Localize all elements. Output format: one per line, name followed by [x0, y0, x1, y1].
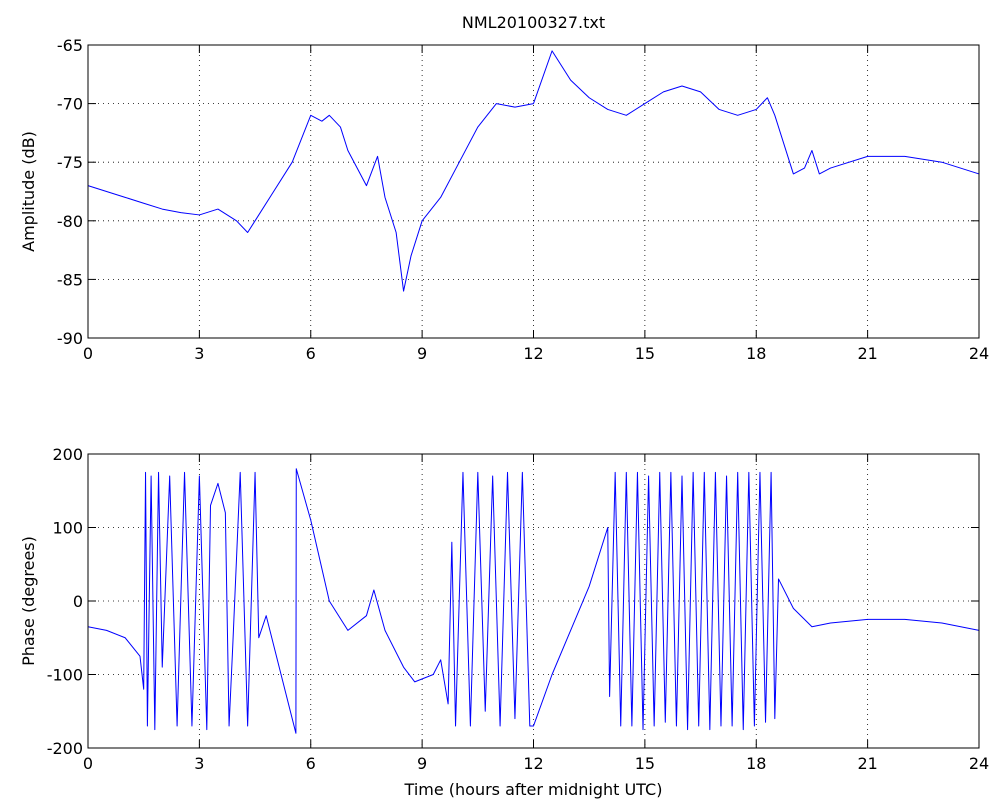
y-tick-label: 200	[52, 445, 83, 464]
y-tick-label: -65	[57, 36, 83, 55]
y-tick-label: -200	[47, 739, 83, 758]
x-tick-label: 24	[969, 754, 989, 773]
data-line	[87, 468, 980, 734]
x-tick-label: 21	[857, 754, 877, 773]
x-tick-label: 18	[746, 344, 766, 363]
x-tick-label: 21	[857, 344, 877, 363]
x-tick-label: 3	[194, 344, 204, 363]
x-tick-label: 9	[417, 344, 427, 363]
x-tick-label: 6	[306, 344, 316, 363]
axes-frame	[87, 453, 980, 749]
x-tick-label: 18	[746, 754, 766, 773]
x-tick-label: 6	[306, 754, 316, 773]
x-tick-label: 0	[83, 754, 93, 773]
x-tick-label: 12	[523, 344, 543, 363]
plot-area	[88, 45, 979, 338]
x-tick-label: 15	[635, 754, 655, 773]
x-tick-label: 24	[969, 344, 989, 363]
y-axis-label: Amplitude (dB)	[19, 131, 38, 252]
y-tick-label: -80	[57, 212, 83, 231]
x-tick-label: 3	[194, 754, 204, 773]
y-tick-label: 0	[73, 592, 83, 611]
axes-frame	[87, 44, 980, 339]
y-axis-label: Phase (degrees)	[19, 536, 38, 666]
x-axis-label: Time (hours after midnight UTC)	[404, 780, 663, 799]
x-tick-label: 12	[523, 754, 543, 773]
y-tick-label: -70	[57, 95, 83, 114]
y-tick-label: -90	[57, 329, 83, 348]
x-tick-label: 9	[417, 754, 427, 773]
chart-title: NML20100327.txt	[462, 13, 605, 32]
y-tick-label: 100	[52, 519, 83, 538]
x-tick-label: 0	[83, 344, 93, 363]
y-tick-label: -85	[57, 270, 83, 289]
data-line	[87, 50, 980, 292]
x-tick-label: 15	[635, 344, 655, 363]
y-tick-label: -75	[57, 153, 83, 172]
y-tick-label: -100	[47, 666, 83, 685]
